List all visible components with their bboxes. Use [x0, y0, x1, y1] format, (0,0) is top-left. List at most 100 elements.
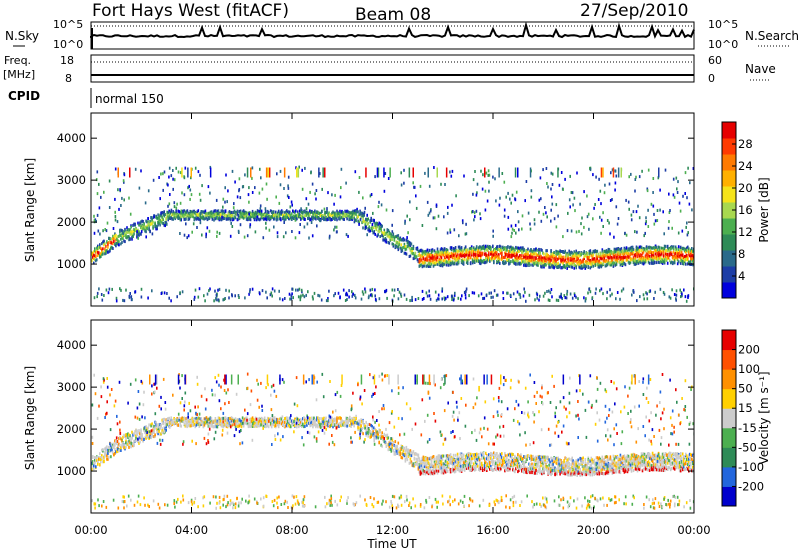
power-echo-cell	[530, 228, 532, 231]
power-echo-cell	[197, 217, 199, 220]
power-echo-cell	[595, 264, 597, 267]
power-echo-cell	[190, 189, 192, 192]
power-echo-cell	[224, 217, 226, 220]
power-echo-cell	[137, 237, 139, 240]
power-echo-cell	[133, 233, 135, 236]
power-echo-cell	[250, 223, 252, 226]
power-echo-cell	[373, 219, 375, 222]
power-echo-cell	[539, 252, 541, 255]
velocity-echo-cell	[196, 424, 198, 427]
nsearch-tick-high: 10^5	[708, 18, 738, 31]
power-echo-cell	[176, 207, 178, 210]
power-data	[91, 166, 696, 303]
power-echo-cell	[115, 234, 117, 237]
power-echo-cell	[545, 211, 547, 214]
power-echo-cell	[237, 195, 239, 198]
velocity-echo-cell	[125, 446, 127, 449]
power-echo-cell	[621, 290, 623, 293]
power-echo-cell	[427, 258, 429, 261]
power-echo-cell	[553, 251, 555, 254]
power-echo-cell	[569, 198, 571, 201]
power-echo-cell	[259, 292, 261, 295]
power-echo-cell	[574, 197, 576, 200]
power-echo-cell	[590, 168, 592, 171]
power-echo-cell	[633, 248, 635, 251]
velocity-echo-cell	[93, 464, 95, 467]
power-colorbar-swatch	[722, 154, 736, 171]
power-echo-cell	[576, 172, 578, 175]
power-echo-cell	[571, 266, 573, 269]
power-echo-cell	[282, 298, 284, 301]
power-echo-cell	[556, 225, 558, 228]
power-echo-cell	[647, 189, 649, 192]
power-echo-cell	[633, 291, 635, 294]
power-echo-cell	[347, 235, 349, 238]
power-echo-streak	[247, 168, 249, 178]
power-echo-cell	[489, 292, 491, 295]
power-echo-cell	[545, 260, 547, 263]
velocity-echo-cell	[264, 417, 266, 420]
power-echo-cell	[531, 189, 533, 192]
power-echo-cell	[617, 291, 619, 294]
power-echo-cell	[438, 215, 440, 218]
power-echo-cell	[265, 222, 267, 225]
power-echo-cell	[412, 181, 414, 184]
power-echo-cell	[424, 172, 426, 175]
power-echo-cell	[676, 177, 678, 180]
power-echo-cell	[451, 204, 453, 207]
power-echo-cell	[244, 296, 246, 299]
power-echo-cell	[507, 292, 509, 295]
power-echo-cell	[224, 201, 226, 204]
power-echo-cell	[174, 178, 176, 181]
power-echo-cell	[428, 290, 430, 293]
power-echo-cell	[340, 186, 342, 189]
power-echo-streak	[515, 168, 517, 178]
power-echo-cell	[504, 181, 506, 184]
power-echo-streak	[181, 168, 183, 178]
power-echo-cell	[124, 173, 126, 176]
power-echo-cell	[676, 187, 678, 190]
power-echo-cell	[634, 230, 636, 233]
power-echo-cell	[477, 183, 479, 186]
power-echo-cell	[551, 288, 553, 291]
power-echo-cell	[635, 178, 637, 181]
power-echo-cell	[427, 249, 429, 252]
nsearch-tick-low: 10^0	[708, 38, 738, 51]
power-echo-cell	[217, 298, 219, 301]
power-echo-cell	[586, 195, 588, 198]
power-echo-cell	[232, 225, 234, 228]
power-echo-cell	[289, 293, 291, 296]
power-echo-cell	[265, 291, 267, 294]
power-echo-cell	[433, 166, 435, 169]
power-echo-cell	[546, 215, 548, 218]
power-echo-cell	[374, 294, 376, 297]
power-echo-cell	[673, 247, 675, 250]
power-echo-cell	[152, 227, 154, 230]
power-echo-cell	[255, 230, 257, 233]
power-echo-streak	[428, 168, 430, 178]
power-echo-cell	[437, 248, 439, 251]
power-echo-cell	[102, 299, 104, 302]
power-echo-cell	[209, 230, 211, 233]
power-echo-cell	[140, 233, 142, 236]
power-echo-cell	[453, 299, 455, 302]
power-echo-cell	[561, 171, 563, 174]
power-echo-cell	[447, 206, 449, 209]
power-colorbar-swatch	[722, 266, 736, 283]
cpid-value: normal 150	[95, 92, 164, 106]
power-echo-cell	[560, 293, 562, 296]
power-echo-cell	[616, 263, 618, 266]
power-echo-cell	[547, 254, 549, 257]
power-echo-cell	[291, 204, 293, 207]
power-echo-cell	[386, 289, 388, 292]
power-echo-cell	[98, 230, 100, 233]
power-echo-cell	[178, 171, 180, 174]
power-echo-cell	[534, 298, 536, 301]
power-echo-streak	[365, 168, 367, 178]
power-echo-cell	[111, 288, 113, 291]
power-echo-cell	[625, 263, 627, 266]
power-echo-cell	[682, 230, 684, 233]
power-echo-cell	[411, 299, 413, 302]
power-echo-cell	[631, 218, 633, 221]
